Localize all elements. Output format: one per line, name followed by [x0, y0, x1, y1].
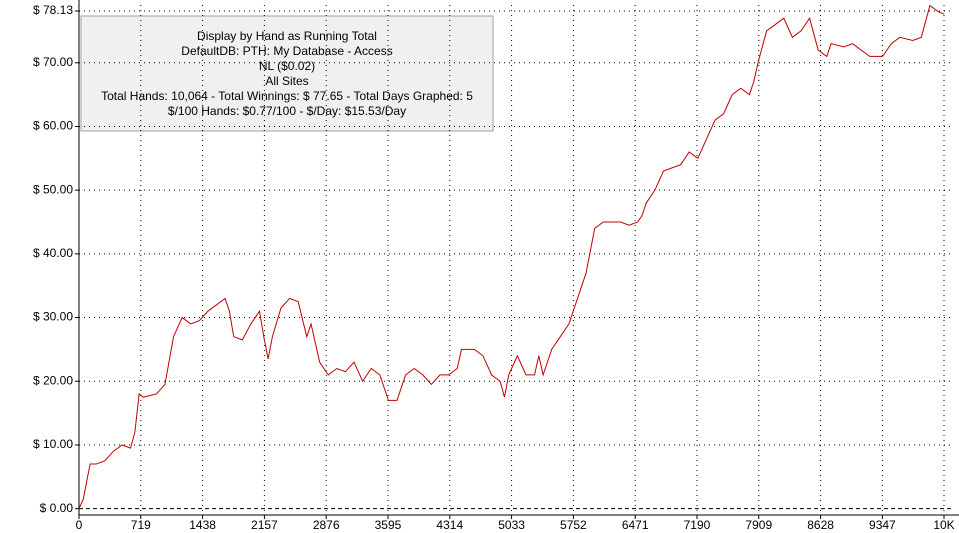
- info-text: All Sites: [265, 74, 308, 88]
- x-tick-label: 7190: [684, 518, 711, 532]
- x-tick-label: 2876: [313, 518, 340, 532]
- data-line: [78, 4, 945, 509]
- x-tick-label: 5033: [498, 518, 525, 532]
- x-tick-label: 0: [76, 518, 83, 532]
- y-tick-label: $ 10.00: [33, 437, 73, 451]
- info-text: $/100 Hands: $0.77/100 - $/Day: $15.53/D…: [168, 104, 406, 118]
- y-tick-label: $ 78.13: [33, 3, 73, 17]
- y-tick-label: $ 20.00: [33, 373, 73, 387]
- x-tick-label: 719: [131, 518, 151, 532]
- x-tick-label: 5752: [560, 518, 587, 532]
- y-tick-label: $ 60.00: [33, 119, 73, 133]
- info-box: [80, 15, 494, 132]
- y-tick-label: $ 40.00: [33, 246, 73, 260]
- y-tick-label: $ 30.00: [33, 310, 73, 324]
- x-tick-label: 4314: [436, 518, 463, 532]
- x-tick-label: 8628: [807, 518, 834, 532]
- x-tick-label: 2157: [251, 518, 278, 532]
- y-tick-label: $ 50.00: [33, 182, 73, 196]
- y-tick-label: $ 0.00: [40, 501, 74, 515]
- x-tick-label: 9347: [869, 518, 896, 532]
- info-text: NL ($0.02): [259, 59, 315, 73]
- x-tick-label: 7909: [745, 518, 772, 532]
- x-tick-label: 3595: [375, 518, 402, 532]
- y-tick-label: $ 70.00: [33, 55, 73, 69]
- x-tick-label: 10K: [933, 518, 954, 532]
- info-text: Total Hands: 10,064 - Total Winnings: $ …: [101, 89, 473, 103]
- info-text: DefaultDB: PTH: My Database - Access: [181, 44, 392, 58]
- x-tick-label: 6471: [622, 518, 649, 532]
- x-tick-label: 1438: [189, 518, 216, 532]
- info-text: Display by Hand as Running Total: [197, 29, 377, 43]
